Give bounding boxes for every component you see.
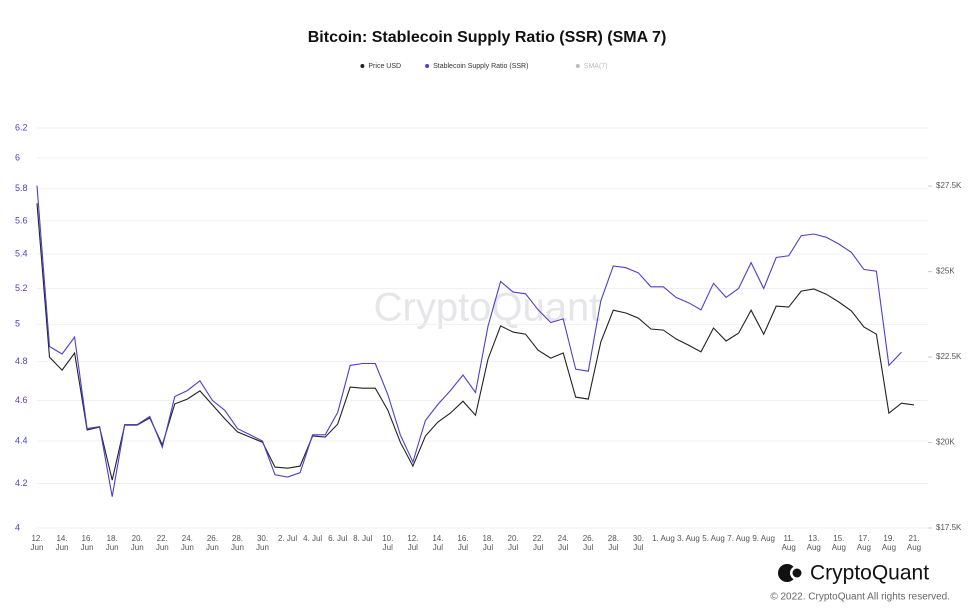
copyright: © 2022. CryptoQuant All rights reserved. xyxy=(770,592,950,603)
x-tick-label: 28. Jun xyxy=(231,534,244,552)
y2-tick-label: $20K xyxy=(936,438,955,447)
y2-tick-label: $17.5K xyxy=(936,523,962,532)
legend-label: SMA(7) xyxy=(584,63,608,70)
x-tick-label: 5. Aug xyxy=(702,534,725,543)
y-tick-label: 4 xyxy=(15,522,20,532)
brand: CryptoQuant xyxy=(810,562,929,585)
x-tick-label: 14. Jun xyxy=(55,534,69,552)
y-tick-label: 4.8 xyxy=(15,356,28,366)
x-tick-label: 6. Jul xyxy=(328,534,348,543)
y-tick-label: 5.2 xyxy=(15,283,28,293)
legend-label: Stablecoin Supply Ratio (SSR) xyxy=(433,63,528,70)
x-tick-label: 13. Aug xyxy=(806,534,821,552)
x-tick-label: 22. Jul xyxy=(532,534,544,552)
x-tick-label: 18. Jun xyxy=(105,534,119,552)
y2-tick-label: $22.5K xyxy=(936,352,962,361)
x-tick-label: 17. Aug xyxy=(856,534,871,552)
y-tick-label: 5.8 xyxy=(15,183,28,193)
x-tick-label: 19. Aug xyxy=(881,534,897,552)
x-tick-label: 15. Aug xyxy=(831,534,846,552)
x-tick-label: 12. Jul xyxy=(407,534,419,552)
x-tick-label: 9. Aug xyxy=(752,534,775,543)
y-tick-label: 4.4 xyxy=(15,435,28,445)
y-tick-label: 6 xyxy=(15,152,20,162)
x-tick-label: 22. Jun xyxy=(155,534,169,552)
series-line xyxy=(36,185,902,497)
y2-tick-label: $25K xyxy=(936,267,955,276)
y-tick-label: 5.4 xyxy=(15,248,28,258)
x-tick-label: 14. Jul xyxy=(432,534,444,552)
x-tick-label: 24. Jul xyxy=(557,534,569,552)
watermark: CryptoQuant xyxy=(374,286,601,330)
y-tick-label: 5.6 xyxy=(15,215,28,225)
logo-icon xyxy=(792,568,802,578)
y-tick-label: 4.2 xyxy=(15,478,28,488)
x-tick-label: 16. Jul xyxy=(457,534,469,552)
x-tick-label: 1. Aug xyxy=(652,534,675,543)
logo xyxy=(778,564,804,582)
x-tick-label: 30. Jun xyxy=(256,534,269,552)
legend-marker xyxy=(360,64,365,68)
series-line xyxy=(36,203,915,481)
legend-marker xyxy=(575,64,580,68)
y2-tick-label: $27.5K xyxy=(936,181,962,190)
x-tick-label: 11. Aug xyxy=(781,534,796,552)
x-tick-label: 12. Jun xyxy=(30,534,44,552)
x-tick-label: 26. Jul xyxy=(582,534,594,552)
x-tick-label: 4. Jul xyxy=(303,534,323,543)
legend-marker xyxy=(425,64,430,68)
x-tick-label: 3. Aug xyxy=(677,534,700,543)
x-tick-label: 24. Jun xyxy=(180,534,194,552)
x-tick-label: 30. Jul xyxy=(632,534,644,552)
x-tick-label: 10. Jul xyxy=(382,534,394,552)
x-tick-label: 7. Aug xyxy=(727,534,750,543)
legend-label: Price USD xyxy=(368,63,401,70)
logo-icon xyxy=(778,564,796,582)
x-tick-label: 2. Jul xyxy=(278,534,298,543)
x-tick-label: 28. Jul xyxy=(607,534,619,552)
y-tick-label: 6.2 xyxy=(15,122,28,132)
x-tick-label: 18. Jul xyxy=(482,534,494,552)
x-tick-label: 16. Jun xyxy=(80,534,94,552)
x-tick-label: 21. Aug xyxy=(906,534,922,552)
x-tick-label: 20. Jul xyxy=(507,534,519,552)
x-tick-label: 26. Jun xyxy=(205,534,219,552)
chart-title: Bitcoin: Stablecoin Supply Ratio (SSR) (… xyxy=(308,29,667,46)
x-tick-label: 20. Jun xyxy=(130,534,144,552)
x-tick-label: 8. Jul xyxy=(353,534,373,543)
y-tick-label: 5 xyxy=(15,319,20,329)
y-tick-label: 4.6 xyxy=(15,395,28,405)
